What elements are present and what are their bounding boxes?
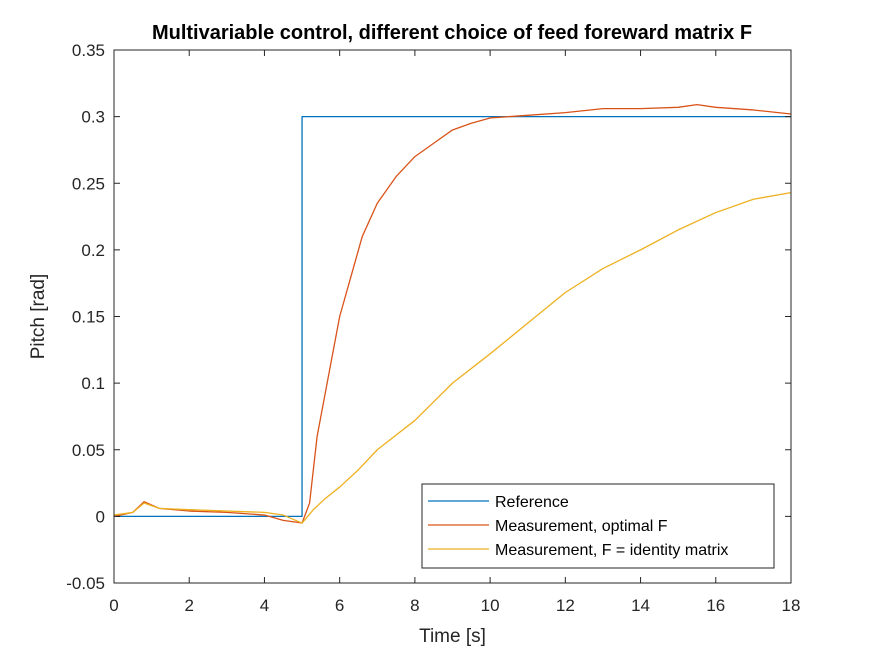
series-line-0 — [114, 115, 791, 518]
legend-label-1: Measurement, optimal F — [495, 518, 668, 535]
legend-box — [421, 483, 775, 569]
y-tick-label: 0.2 — [81, 241, 105, 260]
x-tick-label: 4 — [260, 596, 269, 615]
x-tick-label: 16 — [706, 596, 725, 615]
x-tick-label: 6 — [335, 596, 344, 615]
x-tick-label: 8 — [410, 596, 419, 615]
y-axis-label: Pitch [rad] — [28, 274, 49, 360]
series-layer — [113, 103, 792, 524]
x-axis-label: Time [s] — [419, 626, 486, 647]
y-axis: -0.05 0 0.05 0.1 0.15 0.2 0.25 0.3 0.35 — [66, 41, 791, 593]
y-tick-label: 0.25 — [72, 174, 105, 193]
x-tick-label: 0 — [109, 596, 118, 615]
y-tick-label: 0.3 — [81, 108, 105, 127]
x-tick-label: 14 — [631, 596, 650, 615]
x-tick-label: 18 — [782, 596, 801, 615]
y-tick-label: 0.15 — [72, 308, 105, 327]
y-tick-label: 0.1 — [81, 374, 105, 393]
x-axis: 0 2 4 6 8 10 12 14 16 18 — [109, 50, 800, 615]
legend: Reference Measurement, optimal F Measureme… — [421, 483, 775, 569]
chart-title: Multivariable control, different choice … — [152, 22, 752, 44]
x-tick-label: 12 — [556, 596, 575, 615]
series-line-2 — [113, 191, 792, 524]
y-tick-label: 0.05 — [72, 441, 105, 460]
series-line-1 — [113, 103, 792, 524]
legend-label-2: Measurement, F = identity matrix — [495, 542, 728, 559]
x-tick-label: 2 — [184, 596, 193, 615]
y-tick-label: 0.35 — [72, 41, 105, 60]
y-tick-label: 0 — [96, 507, 105, 526]
y-tick-label: -0.05 — [66, 574, 105, 593]
x-tick-label: 10 — [481, 596, 500, 615]
legend-label-0: Reference — [495, 494, 569, 511]
